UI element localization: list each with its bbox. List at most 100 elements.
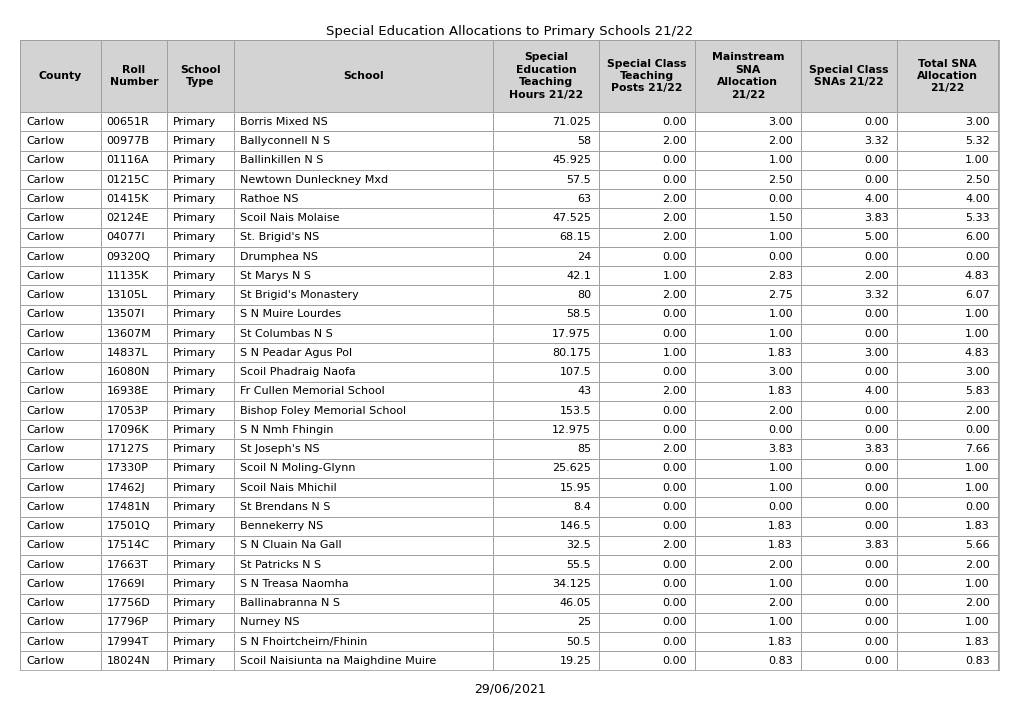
Text: 4.83: 4.83: [964, 348, 988, 358]
Bar: [233, 286, 493, 305]
Bar: [896, 478, 997, 497]
Bar: [896, 555, 997, 574]
Bar: [800, 613, 896, 632]
Text: Primary: Primary: [173, 329, 216, 339]
Bar: [167, 574, 233, 593]
Bar: [598, 131, 694, 151]
Bar: [20, 363, 101, 381]
Text: 0.00: 0.00: [662, 617, 687, 627]
Text: Carlow: Carlow: [26, 521, 64, 531]
Text: 3.00: 3.00: [964, 117, 988, 127]
Text: 45.925: 45.925: [551, 155, 591, 165]
Text: 17053P: 17053P: [106, 406, 149, 415]
Bar: [800, 112, 896, 131]
Bar: [20, 401, 101, 420]
Text: Special Class
SNAs 21/22: Special Class SNAs 21/22: [808, 65, 888, 87]
Text: 0.00: 0.00: [863, 579, 889, 589]
Bar: [493, 536, 598, 555]
Bar: [20, 40, 101, 112]
Text: Special
Education
Teaching
Hours 21/22: Special Education Teaching Hours 21/22: [508, 53, 583, 99]
Bar: [20, 286, 101, 305]
Text: Carlow: Carlow: [26, 174, 64, 185]
Bar: [167, 170, 233, 189]
Bar: [233, 459, 493, 478]
Bar: [233, 131, 493, 151]
Text: 2.00: 2.00: [661, 290, 687, 300]
Bar: [233, 401, 493, 420]
Bar: [598, 459, 694, 478]
Text: 0.00: 0.00: [662, 482, 687, 492]
Bar: [694, 266, 800, 286]
Bar: [896, 170, 997, 189]
Bar: [493, 574, 598, 593]
Bar: [694, 651, 800, 671]
Text: Carlow: Carlow: [26, 425, 64, 435]
Bar: [20, 228, 101, 247]
Text: 0.00: 0.00: [662, 174, 687, 185]
Text: 13105L: 13105L: [106, 290, 148, 300]
Text: 19.25: 19.25: [558, 656, 591, 666]
Bar: [101, 170, 167, 189]
Text: 0.83: 0.83: [964, 656, 988, 666]
Text: Primary: Primary: [173, 194, 216, 204]
Bar: [694, 170, 800, 189]
Text: Primary: Primary: [173, 502, 216, 512]
Text: 0.00: 0.00: [662, 521, 687, 531]
Bar: [896, 497, 997, 516]
Text: 0.00: 0.00: [863, 464, 889, 474]
Bar: [896, 305, 997, 324]
Text: 1.00: 1.00: [767, 579, 792, 589]
Text: Carlow: Carlow: [26, 637, 64, 647]
Bar: [896, 112, 997, 131]
Text: 3.83: 3.83: [767, 444, 792, 454]
Bar: [493, 286, 598, 305]
Bar: [233, 324, 493, 343]
Text: 50.5: 50.5: [567, 637, 591, 647]
Bar: [493, 651, 598, 671]
Text: 11135K: 11135K: [106, 271, 149, 281]
Text: Carlow: Carlow: [26, 656, 64, 666]
Text: Carlow: Carlow: [26, 579, 64, 589]
Text: 153.5: 153.5: [559, 406, 591, 415]
Text: 17514C: 17514C: [106, 540, 150, 550]
Text: 32.5: 32.5: [566, 540, 591, 550]
Text: 1.00: 1.00: [767, 482, 792, 492]
Text: 1.00: 1.00: [964, 309, 988, 319]
Text: 80.175: 80.175: [552, 348, 591, 358]
Text: 0.00: 0.00: [662, 329, 687, 339]
Bar: [101, 574, 167, 593]
Text: Special Class
Teaching
Posts 21/22: Special Class Teaching Posts 21/22: [606, 58, 686, 93]
Bar: [233, 478, 493, 497]
Text: 2.00: 2.00: [767, 406, 792, 415]
Text: 1.00: 1.00: [964, 464, 988, 474]
Bar: [493, 247, 598, 266]
Text: 57.5: 57.5: [566, 174, 591, 185]
Bar: [800, 381, 896, 401]
Bar: [694, 574, 800, 593]
Text: Ballinabranna N S: Ballinabranna N S: [239, 598, 339, 608]
Bar: [233, 497, 493, 516]
Text: 17330P: 17330P: [106, 464, 149, 474]
Text: 2.00: 2.00: [863, 271, 889, 281]
Bar: [20, 343, 101, 363]
Bar: [800, 286, 896, 305]
Bar: [598, 497, 694, 516]
Bar: [233, 40, 493, 112]
Text: 0.00: 0.00: [662, 252, 687, 262]
Bar: [493, 632, 598, 651]
Text: 0.00: 0.00: [863, 367, 889, 377]
Text: 71.025: 71.025: [552, 117, 591, 127]
Bar: [598, 363, 694, 381]
Bar: [694, 440, 800, 459]
Text: Carlow: Carlow: [26, 252, 64, 262]
Text: 0.00: 0.00: [662, 464, 687, 474]
Bar: [233, 613, 493, 632]
Bar: [896, 363, 997, 381]
Bar: [598, 266, 694, 286]
Bar: [101, 536, 167, 555]
Text: Carlow: Carlow: [26, 598, 64, 608]
Bar: [233, 651, 493, 671]
Text: School: School: [343, 71, 383, 81]
Bar: [101, 555, 167, 574]
Bar: [694, 478, 800, 497]
